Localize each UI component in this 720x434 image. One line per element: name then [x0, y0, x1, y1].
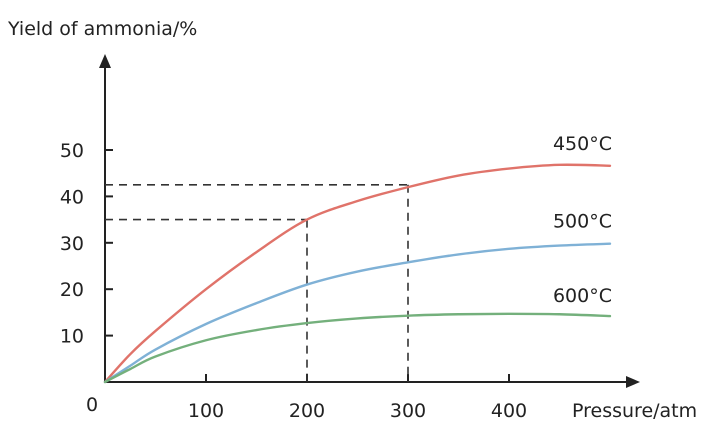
origin-label: 0 [86, 394, 98, 416]
x-axis-arrow [626, 376, 640, 388]
series-labels-group: 450°C 500°C 600°C [553, 133, 612, 307]
x-tick-label: 200 [289, 400, 325, 422]
x-tick-label: 100 [188, 400, 224, 422]
y-axis-title: Yield of ammonia/% [7, 18, 197, 40]
x-tick-label: 300 [390, 400, 426, 422]
x-axis-title: Pressure/atm [572, 400, 697, 422]
y-tick-label: 40 [60, 186, 84, 208]
ticks-group: 100 200 300 400 10 20 30 40 50 [60, 140, 527, 422]
y-tick-label: 30 [60, 233, 84, 255]
series-line [103, 163, 612, 384]
x-tick-label: 400 [491, 400, 527, 422]
y-axis-arrow [99, 54, 111, 68]
y-tick-label: 20 [60, 279, 84, 301]
series-line [103, 312, 612, 384]
series-label: 600°C [553, 285, 612, 307]
series-line [103, 242, 612, 384]
y-tick-label: 50 [60, 140, 84, 162]
curves-group [103, 163, 612, 384]
reference-lines-group [105, 184, 409, 382]
series-label: 500°C [553, 211, 612, 233]
y-tick-label: 10 [60, 326, 84, 348]
series-label: 450°C [553, 133, 612, 155]
